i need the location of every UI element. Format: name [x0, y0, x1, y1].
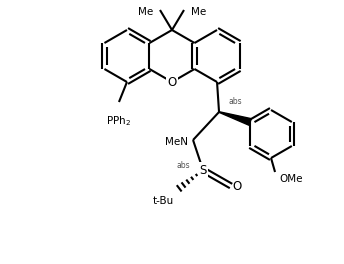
Text: abs: abs [228, 97, 242, 106]
Text: OMe: OMe [279, 174, 302, 184]
Text: O: O [168, 76, 176, 88]
Text: S: S [199, 163, 207, 177]
Text: t-Bu: t-Bu [153, 196, 174, 206]
Text: abs: abs [176, 161, 190, 169]
Polygon shape [219, 112, 251, 125]
Text: Me: Me [191, 7, 206, 17]
Text: Me: Me [138, 7, 153, 17]
Text: PPh$_2$: PPh$_2$ [106, 114, 131, 128]
Text: MeN: MeN [165, 137, 188, 147]
Text: O: O [233, 180, 241, 192]
